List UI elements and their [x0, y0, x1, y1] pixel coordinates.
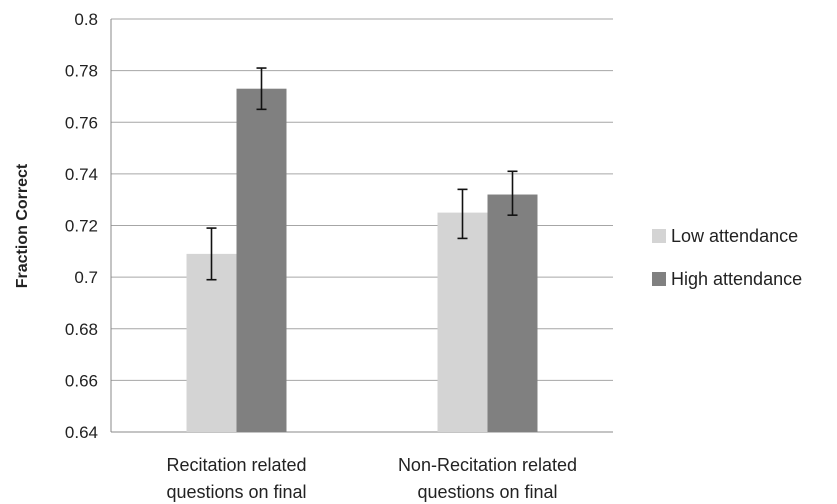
y-tick-label: 0.74: [65, 165, 98, 184]
y-tick-label: 0.72: [65, 217, 98, 236]
legend-swatch: [652, 229, 666, 243]
y-axis-label: Fraction Correct: [14, 163, 31, 288]
y-tick-label: 0.7: [74, 268, 98, 287]
y-tick-label: 0.64: [65, 423, 98, 442]
x-tick-label: questions on final: [417, 482, 557, 502]
legend-label: Low attendance: [671, 226, 798, 246]
bar: [186, 253, 237, 432]
x-tick-label: questions on final: [166, 482, 306, 502]
error-bars: [206, 67, 518, 281]
x-tick-label: Non-Recitation related: [398, 455, 577, 475]
y-tick-label: 0.68: [65, 320, 98, 339]
y-tick-label: 0.8: [74, 10, 98, 29]
legend: Low attendance High attendance: [652, 226, 802, 289]
y-tick-labels: 0.64 0.66 0.68 0.7 0.72 0.74 0.76 0.78 0.8: [65, 10, 98, 442]
legend-swatch: [652, 272, 666, 286]
x-tick-label: Recitation related: [166, 455, 306, 475]
gridlines: [111, 18, 613, 433]
y-tick-label: 0.76: [65, 113, 98, 132]
y-tick-label: 0.78: [65, 62, 98, 81]
bar: [437, 212, 488, 432]
y-tick-label: 0.66: [65, 371, 98, 390]
bar: [487, 194, 538, 432]
bars: [186, 88, 538, 432]
legend-label: High attendance: [671, 269, 802, 289]
x-tick-labels: Recitation related questions on final Non-…: [166, 455, 577, 502]
bar: [236, 88, 287, 432]
